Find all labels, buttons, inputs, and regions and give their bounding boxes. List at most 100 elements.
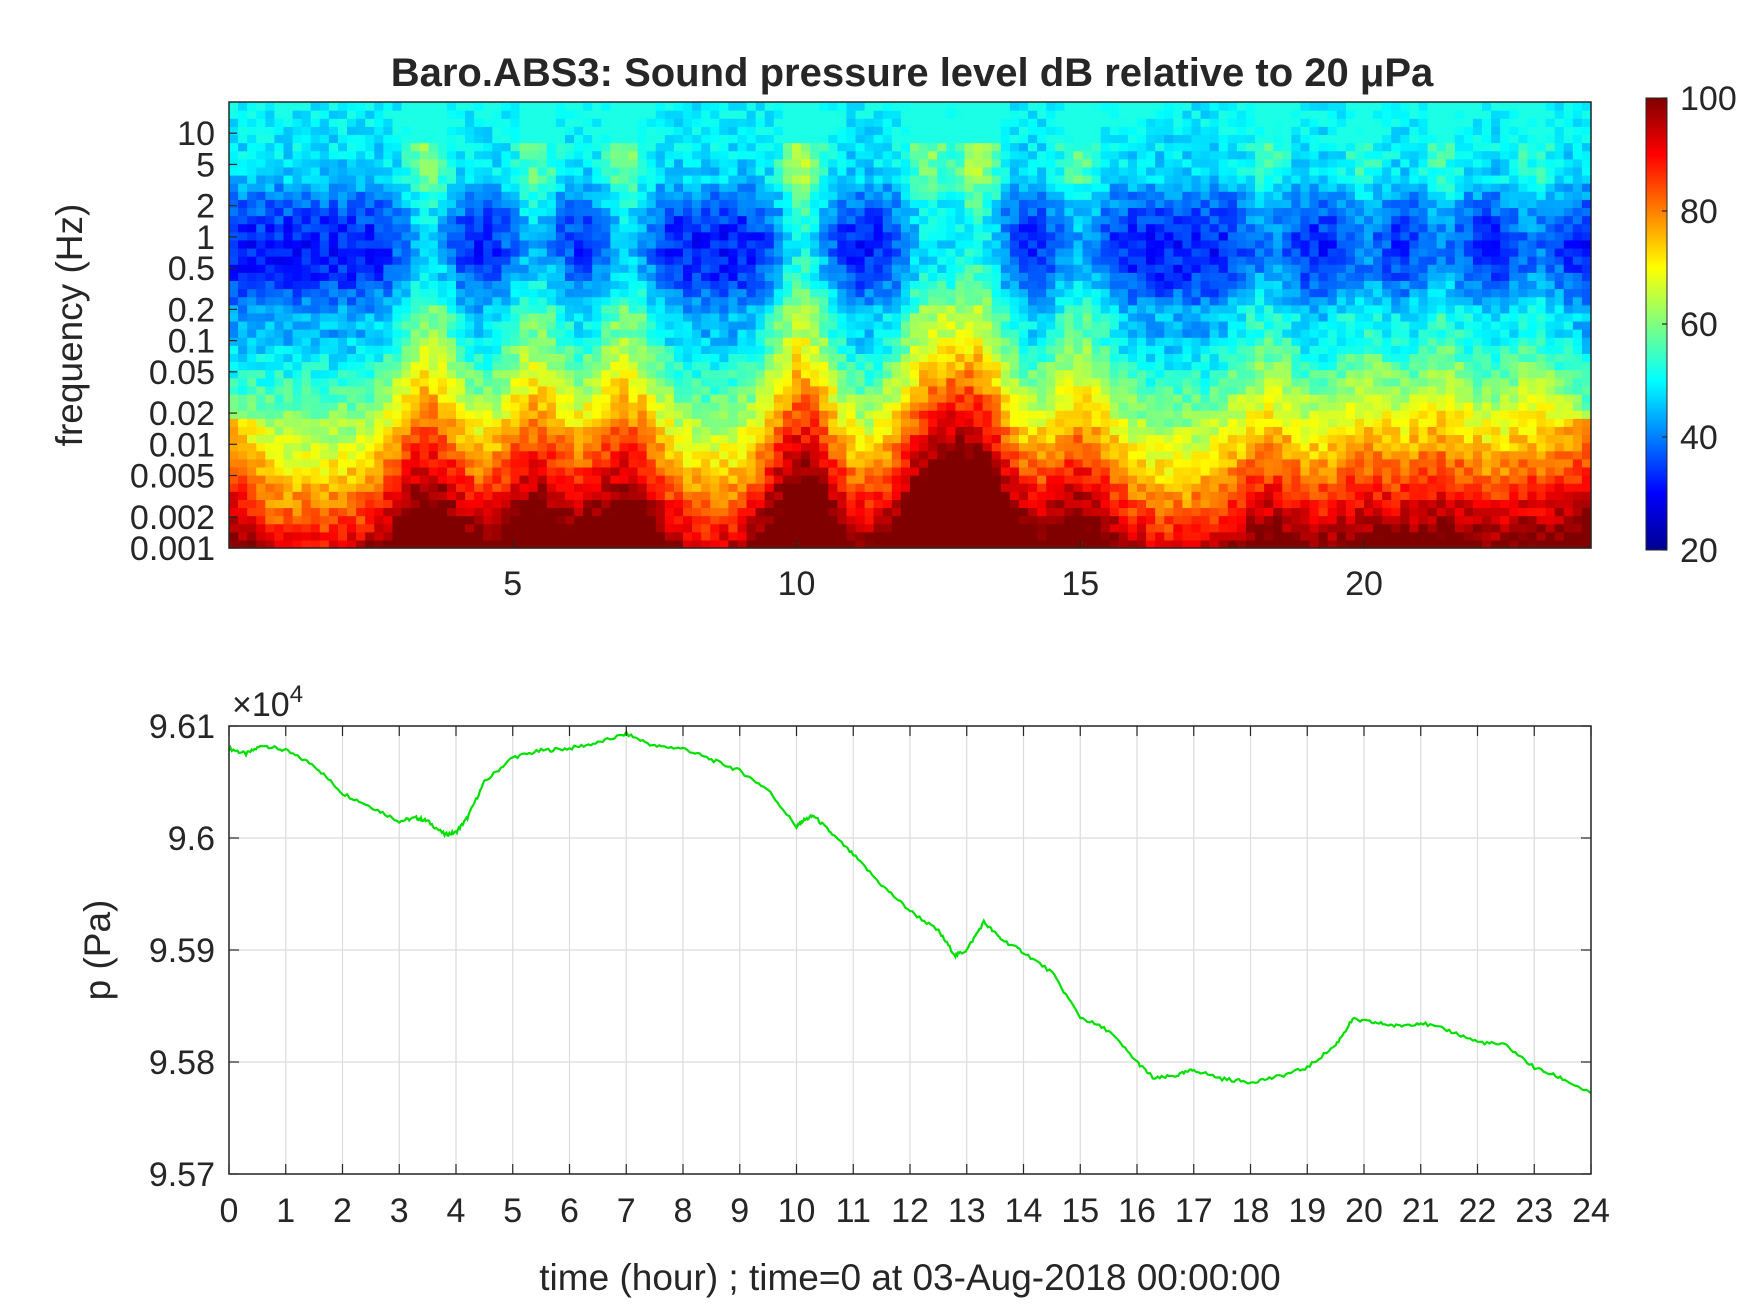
heatmap-cell	[773, 183, 784, 192]
heatmap-cell	[238, 442, 248, 452]
heatmap-cell	[900, 296, 911, 306]
heatmap-cell	[928, 223, 938, 233]
heatmap-cell	[846, 239, 857, 249]
heatmap-cell	[1037, 231, 1047, 241]
heatmap-cell	[592, 126, 602, 136]
heatmap-cell	[528, 531, 539, 541]
heatmap-cell	[855, 223, 866, 233]
heatmap-cell	[347, 483, 357, 492]
heatmap-cell	[238, 118, 248, 127]
heatmap-cell	[855, 247, 866, 257]
heatmap-cell	[1018, 507, 1029, 517]
heatmap-cell	[1018, 247, 1029, 257]
heatmap-cell	[583, 507, 593, 517]
heatmap-cell	[719, 329, 729, 338]
heatmap-cell	[900, 418, 911, 427]
heatmap-cell	[755, 410, 766, 419]
heatmap-cell	[274, 166, 285, 176]
heatmap-cell	[229, 312, 239, 322]
heatmap-cell	[374, 256, 384, 265]
heatmap-cell	[655, 361, 666, 371]
heatmap-cell	[1018, 304, 1029, 314]
heatmap-cell	[737, 304, 748, 314]
heatmap-cell	[737, 247, 748, 257]
heatmap-cell	[873, 483, 884, 492]
heatmap-cell	[319, 410, 330, 419]
heatmap-cell	[501, 345, 512, 354]
heatmap-cell	[537, 231, 548, 241]
heatmap-cell	[855, 118, 866, 127]
heatmap-cell	[229, 539, 239, 549]
heatmap-cell	[392, 369, 403, 379]
heatmap-cell	[347, 442, 357, 452]
heatmap-cell	[692, 523, 702, 533]
heatmap-cell	[238, 499, 248, 509]
heatmap-cell	[392, 515, 403, 525]
heatmap-cell	[819, 458, 829, 468]
heatmap-cell	[465, 377, 475, 387]
heatmap-cell	[229, 150, 239, 160]
heatmap-cell	[773, 174, 784, 184]
heatmap-cell	[229, 223, 239, 233]
heatmap-cell	[410, 304, 421, 314]
heatmap-cell	[456, 256, 466, 265]
heatmap-cell	[619, 466, 630, 476]
heatmap-cell	[310, 126, 321, 136]
heatmap-cell	[755, 531, 766, 541]
heatmap-cell	[855, 231, 866, 241]
heatmap-cell	[519, 142, 530, 152]
heatmap-cell	[292, 142, 303, 152]
heatmap-cell	[755, 491, 766, 500]
heatmap-cell	[991, 483, 1002, 492]
heatmap-cell	[819, 183, 829, 192]
heatmap-cell	[365, 345, 375, 354]
heatmap-cell	[728, 539, 739, 549]
heatmap-cell	[946, 329, 956, 338]
heatmap-cell	[910, 434, 920, 444]
heatmap-cell	[592, 402, 602, 411]
heatmap-cell	[546, 337, 557, 346]
heatmap-cell	[637, 280, 648, 290]
heatmap-cell	[410, 320, 421, 330]
heatmap-cell	[837, 483, 848, 492]
heatmap-cell	[846, 434, 857, 444]
heatmap-cell	[1046, 337, 1056, 346]
heatmap-cell	[283, 247, 294, 257]
heatmap-cell	[637, 272, 648, 281]
heatmap-cell	[891, 223, 902, 233]
heatmap-cell	[791, 434, 802, 444]
heatmap-cell	[310, 515, 321, 525]
heatmap-cell	[347, 450, 357, 460]
heatmap-cell	[465, 110, 475, 119]
heatmap-cell	[1028, 288, 1038, 298]
heatmap-cell	[782, 523, 793, 533]
heatmap-cell	[319, 134, 330, 144]
heatmap-cell	[501, 393, 512, 403]
heatmap-cell	[946, 434, 956, 444]
heatmap-cell	[746, 134, 757, 144]
heatmap-cell	[374, 483, 384, 492]
heatmap-cell	[937, 183, 947, 192]
heatmap-cell	[673, 134, 684, 144]
heatmap-cell	[955, 256, 966, 265]
heatmap-cell	[900, 377, 911, 387]
heatmap-cell	[483, 442, 493, 452]
heatmap-cell	[764, 223, 775, 233]
heatmap-cell	[365, 385, 375, 395]
heatmap-cell	[328, 539, 339, 549]
heatmap-cell	[519, 466, 530, 476]
heatmap-cell	[256, 458, 266, 468]
heatmap-cell	[664, 434, 675, 444]
heatmap-cell	[773, 320, 784, 330]
heatmap-cell	[229, 475, 239, 484]
heatmap-cell	[746, 280, 757, 290]
heatmap-cell	[301, 369, 312, 379]
heatmap-cell	[910, 418, 920, 427]
heatmap-cell	[673, 442, 684, 452]
heatmap-cell	[492, 507, 502, 517]
heatmap-cell	[646, 264, 657, 273]
heatmap-cell	[728, 183, 739, 192]
heatmap-cell	[456, 483, 466, 492]
heatmap-cell	[238, 345, 248, 354]
heatmap-cell	[392, 110, 403, 119]
